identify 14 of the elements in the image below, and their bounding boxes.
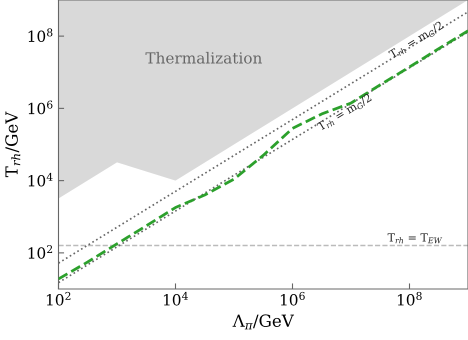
x-axis-title: Λ$_{π}$/GeV bbox=[232, 314, 294, 330]
y-tick-label: 10$^{8}$ bbox=[28, 28, 52, 42]
x-tick-label: 10$^{6}$ bbox=[280, 292, 305, 306]
x-tick-label: 10$^{8}$ bbox=[398, 292, 422, 306]
y-tick-label: 10$^{2}$ bbox=[28, 245, 52, 259]
y-tick-label: 10$^{6}$ bbox=[28, 100, 52, 114]
annotation: T$_{rh}$ = m$_{G̃}$/2 bbox=[316, 93, 373, 132]
x-tick-label: 10$^{2}$ bbox=[46, 292, 70, 306]
annotation: T$_{rh}$ = T$_{EW}$ bbox=[388, 233, 442, 244]
annotation: Thermalization bbox=[146, 52, 262, 64]
annotation: T$_{rh}$ = m$_{G̃}$/2 bbox=[388, 20, 444, 60]
y-axis-title: T$_{rh}$/GeV bbox=[5, 111, 20, 178]
y-tick-label: 10$^{4}$ bbox=[28, 172, 53, 187]
x-tick-label: 10$^{4}$ bbox=[164, 292, 188, 306]
